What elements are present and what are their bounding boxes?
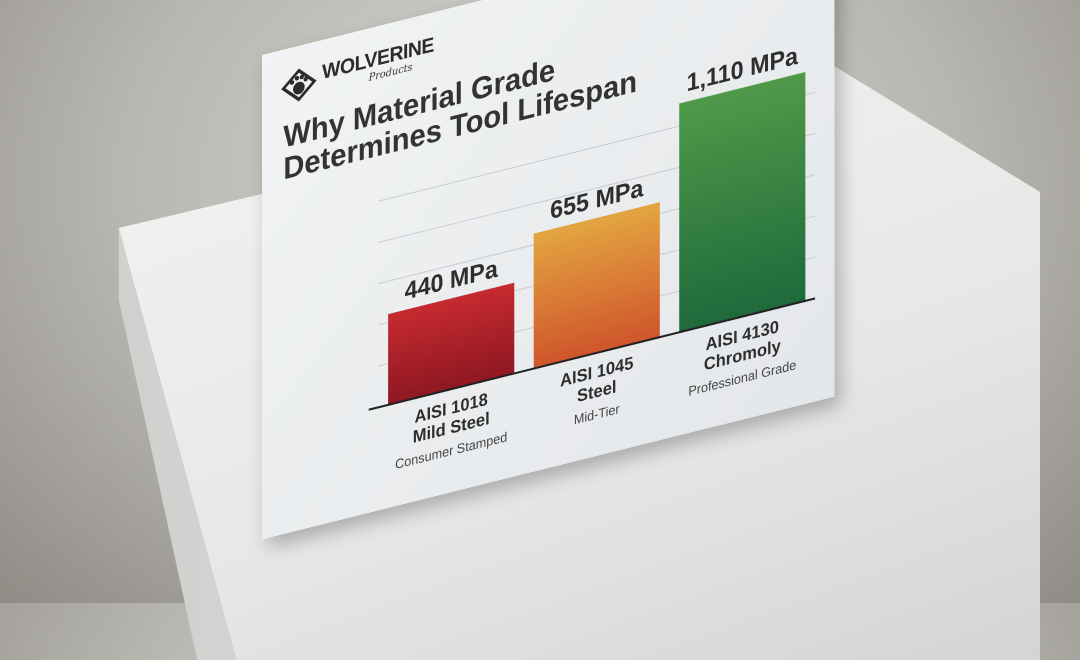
x-axis-baseline (368, 297, 816, 411)
bar (388, 282, 515, 405)
bar (533, 202, 660, 369)
paw-claw-icon (281, 68, 317, 102)
bar (679, 72, 806, 333)
chart-paper: WOLVERINE Products Why Material Grade De… (262, 0, 835, 540)
brand-logo: WOLVERINE Products (279, 33, 434, 109)
